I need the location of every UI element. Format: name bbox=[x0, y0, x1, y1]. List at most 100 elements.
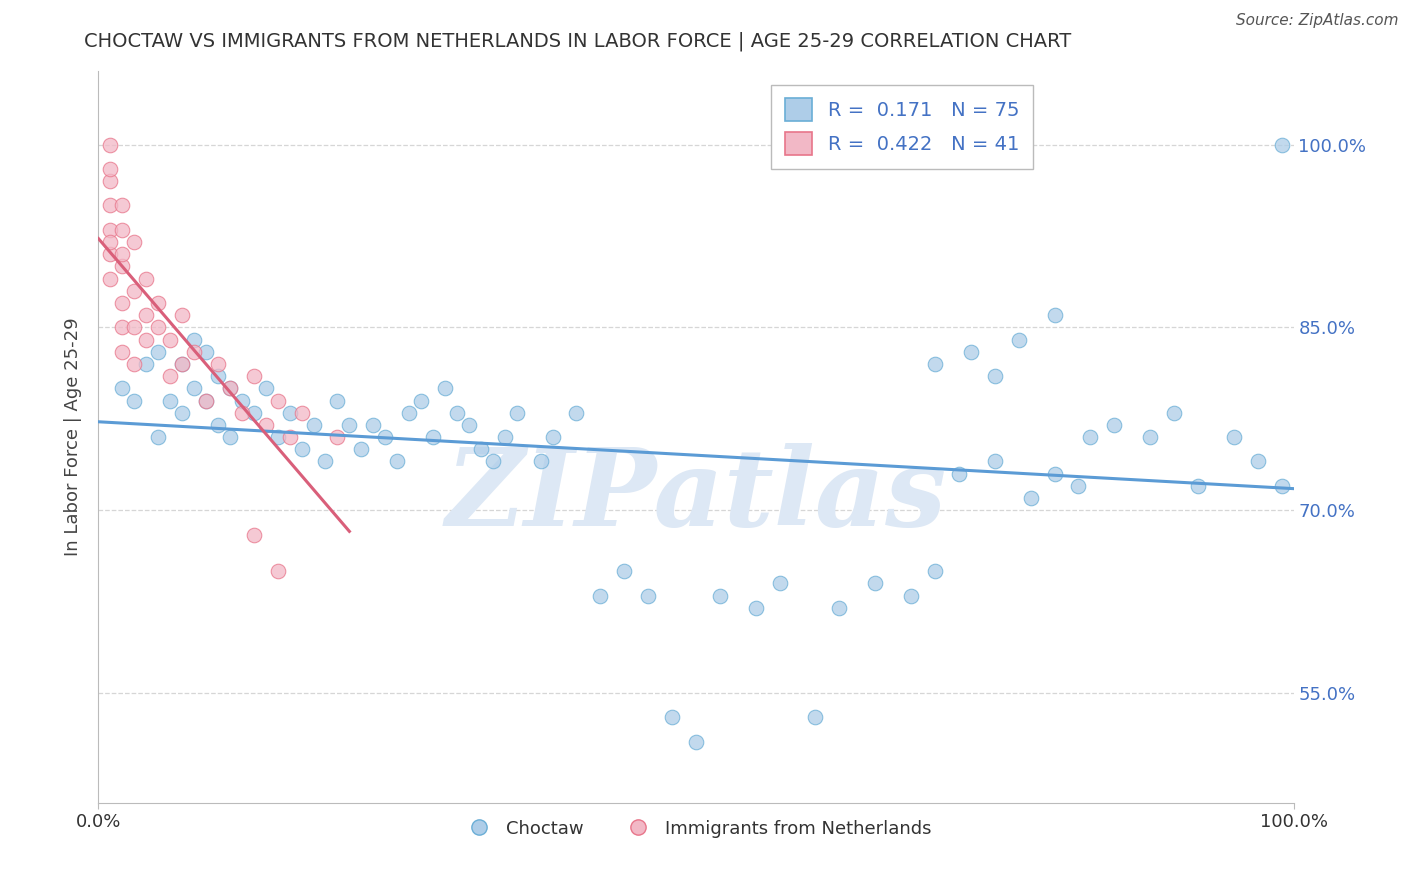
Point bbox=[446, 406, 468, 420]
Point bbox=[385, 454, 409, 468]
Point bbox=[637, 589, 659, 603]
Point bbox=[159, 393, 181, 408]
Point bbox=[124, 284, 146, 298]
Point bbox=[506, 406, 529, 420]
Point bbox=[709, 589, 731, 603]
Point bbox=[1104, 417, 1126, 432]
Point bbox=[195, 344, 218, 359]
Point bbox=[98, 223, 122, 237]
Point bbox=[350, 442, 373, 457]
Point bbox=[219, 381, 242, 395]
Point bbox=[302, 417, 325, 432]
Text: Source: ZipAtlas.com: Source: ZipAtlas.com bbox=[1236, 13, 1399, 29]
Point bbox=[183, 381, 205, 395]
Point bbox=[1187, 479, 1209, 493]
Y-axis label: In Labor Force | Age 25-29: In Labor Force | Age 25-29 bbox=[65, 318, 83, 557]
Point bbox=[411, 393, 433, 408]
Point bbox=[243, 527, 266, 541]
Point bbox=[326, 393, 349, 408]
Point bbox=[458, 417, 481, 432]
Point bbox=[278, 406, 301, 420]
Point bbox=[124, 235, 146, 249]
Point bbox=[111, 247, 134, 261]
Point bbox=[98, 271, 122, 285]
Point bbox=[661, 710, 683, 724]
Point bbox=[422, 430, 444, 444]
Point bbox=[1043, 308, 1066, 322]
Point bbox=[1067, 479, 1090, 493]
Point bbox=[1163, 406, 1185, 420]
Point bbox=[1271, 137, 1294, 152]
Point bbox=[254, 417, 277, 432]
Point bbox=[1223, 430, 1246, 444]
Point bbox=[267, 564, 290, 578]
Point bbox=[924, 357, 946, 371]
Point bbox=[984, 454, 1007, 468]
Point bbox=[1247, 454, 1270, 468]
Point bbox=[1271, 479, 1294, 493]
Point bbox=[172, 406, 194, 420]
Legend: Choctaw, Immigrants from Netherlands: Choctaw, Immigrants from Netherlands bbox=[454, 813, 938, 845]
Point bbox=[195, 393, 218, 408]
Point bbox=[243, 369, 266, 384]
Point bbox=[254, 381, 277, 395]
Point bbox=[804, 710, 827, 724]
Point bbox=[148, 430, 170, 444]
Point bbox=[685, 735, 707, 749]
Point bbox=[828, 600, 851, 615]
Point bbox=[960, 344, 983, 359]
Point bbox=[98, 198, 122, 212]
Point bbox=[948, 467, 970, 481]
Point bbox=[98, 161, 122, 176]
Point bbox=[207, 369, 229, 384]
Point bbox=[111, 223, 134, 237]
Point bbox=[195, 393, 218, 408]
Point bbox=[589, 589, 612, 603]
Point bbox=[135, 308, 157, 322]
Point bbox=[243, 406, 266, 420]
Point bbox=[111, 381, 134, 395]
Point bbox=[231, 393, 253, 408]
Point bbox=[111, 260, 134, 274]
Point bbox=[159, 369, 181, 384]
Point bbox=[159, 333, 181, 347]
Point bbox=[267, 430, 290, 444]
Point bbox=[900, 589, 922, 603]
Point bbox=[111, 344, 134, 359]
Point bbox=[984, 369, 1007, 384]
Point bbox=[565, 406, 588, 420]
Point bbox=[98, 137, 122, 152]
Point bbox=[183, 344, 205, 359]
Point bbox=[613, 564, 636, 578]
Point bbox=[363, 417, 385, 432]
Point bbox=[481, 454, 505, 468]
Point bbox=[326, 430, 349, 444]
Point bbox=[398, 406, 420, 420]
Point bbox=[207, 417, 229, 432]
Point bbox=[135, 333, 157, 347]
Point bbox=[374, 430, 396, 444]
Point bbox=[111, 198, 134, 212]
Text: ZIPatlas: ZIPatlas bbox=[446, 442, 946, 549]
Point bbox=[172, 357, 194, 371]
Point bbox=[148, 344, 170, 359]
Point bbox=[1139, 430, 1161, 444]
Point bbox=[278, 430, 301, 444]
Point bbox=[148, 296, 170, 310]
Point bbox=[339, 417, 361, 432]
Point bbox=[1043, 467, 1066, 481]
Point bbox=[291, 406, 314, 420]
Point bbox=[219, 381, 242, 395]
Point bbox=[135, 357, 157, 371]
Point bbox=[207, 357, 229, 371]
Point bbox=[494, 430, 516, 444]
Point bbox=[98, 235, 122, 249]
Point bbox=[111, 320, 134, 334]
Point bbox=[768, 576, 790, 591]
Point bbox=[124, 320, 146, 334]
Point bbox=[135, 271, 157, 285]
Point bbox=[924, 564, 946, 578]
Point bbox=[148, 320, 170, 334]
Point bbox=[470, 442, 492, 457]
Point bbox=[530, 454, 553, 468]
